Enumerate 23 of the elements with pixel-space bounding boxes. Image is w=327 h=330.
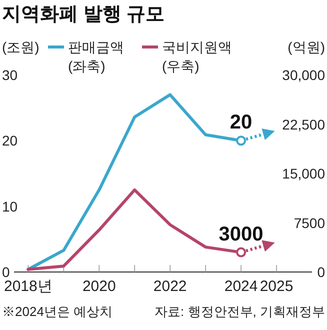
y2-tick-label: 22,500 (282, 116, 326, 132)
y2-tick-label: 15,000 (282, 166, 326, 182)
x-tick-label: 2025 (260, 278, 294, 295)
x-tick-label: 2020 (82, 278, 116, 295)
text: ※2024년은 예상치 (2, 304, 113, 319)
x-tick-label: 2024 (224, 278, 258, 295)
y-tick-label: 20 (2, 132, 18, 149)
y-tick-label: 30 (2, 67, 18, 83)
y2-axis-title: (억원) (288, 39, 325, 55)
data-label: 20 (230, 112, 252, 134)
x-tick-label: 2022 (153, 278, 187, 295)
chart-title: 지역화폐 발행 규모 (2, 4, 165, 25)
x-tick-label: 2018년 (4, 278, 52, 295)
y2-tick-label: 0 (317, 264, 326, 280)
y-tick-label: 0 (2, 264, 10, 280)
y2-tick-label: 30,000 (282, 67, 326, 83)
legend-label: 국비지원액 (우축) (162, 39, 232, 74)
text: 자료: 행정안전부, 기획재정부 (154, 304, 325, 319)
y2-tick-label: 7500 (294, 214, 326, 231)
data-label: 3000 (218, 223, 264, 246)
y-axis-title: (조원) (2, 39, 40, 55)
y-tick-label: 10 (2, 198, 18, 214)
legend-label: 판매금액 (좌축) (68, 39, 124, 74)
